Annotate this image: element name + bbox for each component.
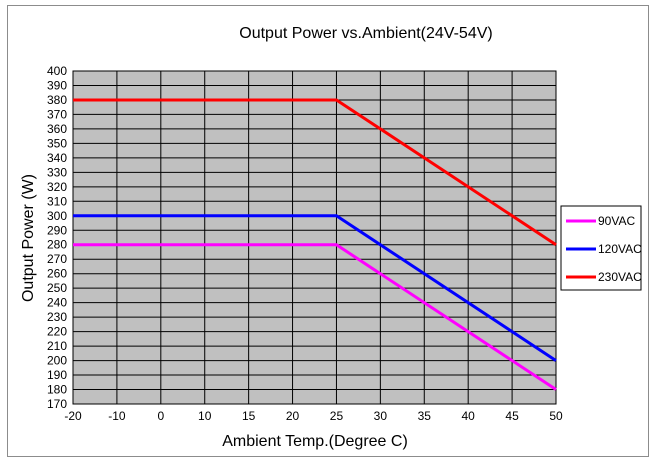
y-tick-label: 310	[47, 194, 67, 208]
x-tick-label: 10	[198, 409, 212, 423]
y-tick-label: 230	[47, 310, 67, 324]
legend-label-120vac: 120VAC	[598, 242, 642, 256]
y-tick-labels: 1701801902002102202302402502602702802903…	[47, 64, 67, 411]
legend-label-90vac: 90VAC	[598, 214, 635, 228]
y-tick-label: 380	[47, 93, 67, 107]
plot-area	[72, 70, 557, 405]
y-tick-label: 190	[47, 368, 67, 382]
y-tick-label: 300	[47, 209, 67, 223]
series-line-90vac	[73, 243, 557, 391]
y-tick-label: 270	[47, 252, 67, 266]
x-tick-label: -10	[108, 409, 126, 423]
x-tick-label: 0	[157, 409, 164, 423]
y-tick-label: 390	[47, 78, 67, 92]
y-tick-label: 320	[47, 180, 67, 194]
x-tick-label: 20	[286, 409, 300, 423]
x-tick-label: 50	[549, 409, 563, 423]
y-tick-label: 170	[47, 397, 67, 411]
x-tick-label: 25	[330, 409, 344, 423]
x-tick-label: -20	[64, 409, 82, 423]
y-tick-label: 250	[47, 281, 67, 295]
x-tick-labels: -20 -10 0 10 15 20 25 30 35 40 45 50	[64, 409, 563, 423]
x-tick-label: 30	[374, 409, 388, 423]
y-tick-label: 280	[47, 238, 67, 252]
y-tick-label: 180	[47, 383, 67, 397]
y-tick-label: 220	[47, 325, 67, 339]
x-tick-label: 40	[462, 409, 476, 423]
chart-title: Output Power vs.Ambient(24V-54V)	[239, 25, 492, 42]
y-tick-label: 330	[47, 165, 67, 179]
y-axis-title: Output Power (W)	[20, 174, 37, 302]
legend-label-230vac: 230VAC	[598, 270, 642, 284]
legend: 90VAC 120VAC 230VAC	[560, 205, 642, 291]
x-tick-label: 45	[505, 409, 519, 423]
series-line-120vac	[73, 214, 557, 362]
y-tick-label: 360	[47, 122, 67, 136]
series-lines	[73, 98, 557, 391]
y-tick-label: 210	[47, 339, 67, 353]
y-tick-label: 290	[47, 223, 67, 237]
y-tick-label: 340	[47, 151, 67, 165]
y-tick-label: 240	[47, 296, 67, 310]
y-tick-label: 400	[47, 64, 67, 78]
y-tick-label: 350	[47, 136, 67, 150]
vertical-gridlines	[72, 71, 557, 404]
series-line-230vac	[73, 98, 557, 246]
x-tick-label: 15	[242, 409, 256, 423]
x-tick-label: 35	[418, 409, 432, 423]
y-tick-label: 260	[47, 267, 67, 281]
y-tick-label: 370	[47, 107, 67, 121]
y-tick-label: 200	[47, 354, 67, 368]
x-axis-title: Ambient Temp.(Degree C)	[222, 433, 408, 450]
